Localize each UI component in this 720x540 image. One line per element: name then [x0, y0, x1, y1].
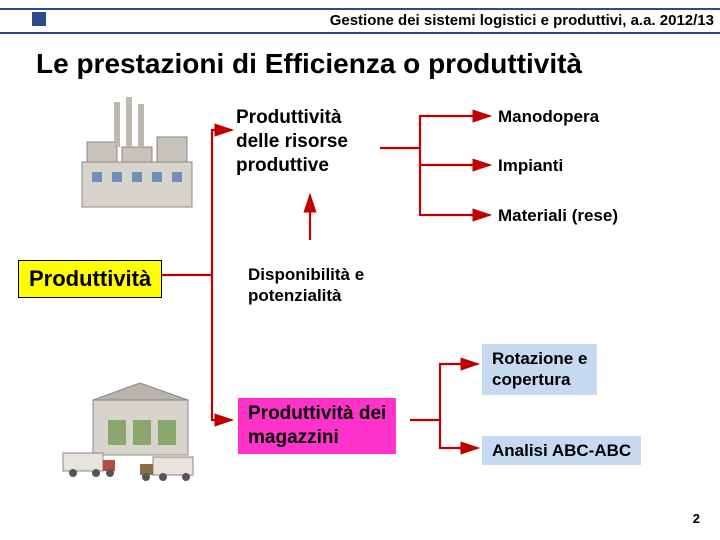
- node-abc: Analisi ABC-ABC: [482, 436, 641, 465]
- node-disponibilita-l1: Disponibilità e: [248, 265, 364, 284]
- warehouse-illustration: [58, 375, 213, 490]
- node-risorse: Produttività delle risorse produttive: [236, 106, 348, 177]
- node-risorse-l1: Produttività: [236, 107, 342, 128]
- node-disponibilita: Disponibilità e potenzialità: [248, 264, 364, 307]
- node-magazzini-l1: Produttività dei: [248, 403, 386, 424]
- node-risorse-l3: produttive: [236, 155, 329, 176]
- node-risorse-l2: delle risorse: [236, 131, 348, 152]
- node-impianti: Impianti: [498, 155, 563, 176]
- slide-title: Le prestazioni di Efficienza o produttiv…: [36, 48, 582, 80]
- page-number: 2: [693, 511, 700, 526]
- node-produttivita-label: Produttività: [29, 266, 151, 291]
- header-square-icon: [32, 12, 46, 26]
- node-materiali: Materiali (rese): [498, 205, 618, 226]
- node-abc-label: Analisi ABC-ABC: [492, 441, 631, 460]
- node-magazzini-l2: magazzini: [248, 427, 339, 448]
- factory-illustration: [72, 92, 202, 212]
- slide-header: Gestione dei sistemi logistici e produtt…: [0, 8, 720, 34]
- node-manodopera: Manodopera: [498, 106, 599, 127]
- node-rotazione: Rotazione e copertura: [482, 344, 597, 395]
- node-disponibilita-l2: potenzialità: [248, 286, 342, 305]
- header-text: Gestione dei sistemi logistici e produtt…: [330, 12, 714, 29]
- node-rotazione-l1: Rotazione e: [492, 349, 587, 368]
- node-produttivita: Produttività: [18, 260, 162, 298]
- node-rotazione-l2: copertura: [492, 370, 570, 389]
- node-magazzini: Produttività dei magazzini: [238, 398, 396, 454]
